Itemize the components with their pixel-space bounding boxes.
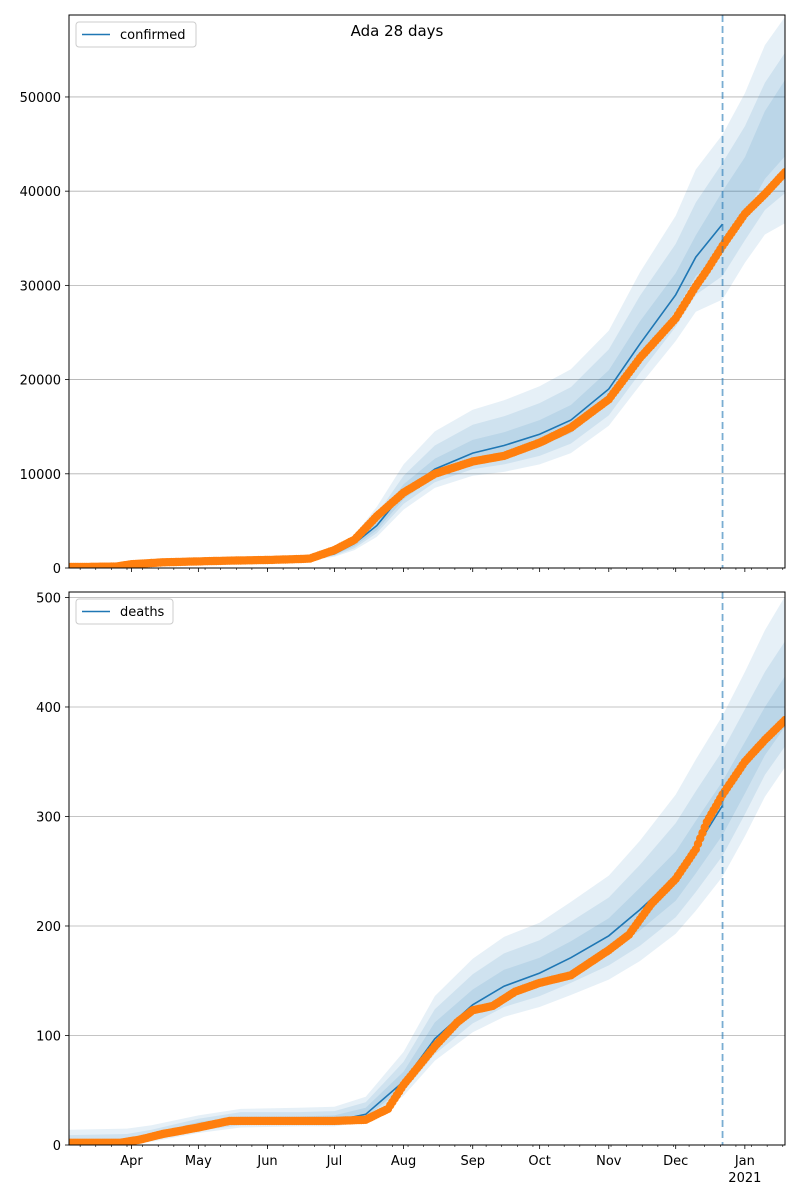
- observed-point: [780, 715, 785, 725]
- x-tick-label: Oct: [528, 1154, 550, 1169]
- legend-label: confirmed: [120, 28, 186, 43]
- axes-frame: [68, 14, 786, 569]
- uncertainty-band-2: [69, 641, 785, 1145]
- y-tick-label: 40000: [20, 185, 61, 200]
- y-tick-label: 100: [36, 1029, 61, 1044]
- y-tick-label: 200: [36, 920, 61, 935]
- uncertainty-band-1: [69, 596, 785, 1145]
- deaths-panel: 0 100 200 300 400 500 Apr May Jun Jul Aug Sep Oct Nov…: [36, 591, 786, 1186]
- observed-point: [780, 168, 785, 177]
- x-tick-label: Jul: [326, 1154, 343, 1169]
- y-tick-label: 0: [53, 562, 61, 577]
- x-tick-label: Jan: [734, 1154, 755, 1169]
- x-tick-sublabel: 2021: [728, 1171, 761, 1186]
- y-tick-label: 0: [53, 1139, 61, 1154]
- confirmed-panel: 0 10000 20000 30000 40000 50000 confirmed: [20, 14, 786, 577]
- legend-label: deaths: [120, 605, 165, 620]
- chart-title: Ada 28 days: [351, 22, 444, 40]
- legend: confirmed: [75, 21, 197, 48]
- x-tick-label: May: [185, 1154, 212, 1169]
- uncertainty-band-3: [69, 80, 785, 568]
- uncertainty-band-1: [69, 16, 785, 568]
- legend-box: [75, 598, 174, 625]
- y-tick-label: 50000: [20, 91, 61, 106]
- y-tick-label: 10000: [20, 468, 61, 483]
- x-tick-label: Sep: [460, 1154, 485, 1169]
- y-tick-label: 500: [36, 591, 61, 606]
- plot-area: [69, 16, 785, 568]
- plot-area: [69, 596, 785, 1145]
- x-tick-label: Jun: [256, 1154, 277, 1169]
- x-tick-label: Dec: [663, 1154, 688, 1169]
- axes-frame: [68, 591, 786, 1146]
- y-tick-label: 300: [36, 810, 61, 825]
- uncertainty-band-2: [69, 52, 785, 568]
- x-tick-label: Apr: [120, 1154, 143, 1169]
- y-tick-label: 400: [36, 701, 61, 716]
- y-tick-label: 20000: [20, 374, 61, 389]
- x-tick-label: Aug: [391, 1154, 416, 1169]
- y-tick-label: 30000: [20, 279, 61, 294]
- legend: deaths: [75, 598, 174, 625]
- legend-box: [75, 21, 197, 48]
- x-tick-label: Nov: [596, 1154, 622, 1169]
